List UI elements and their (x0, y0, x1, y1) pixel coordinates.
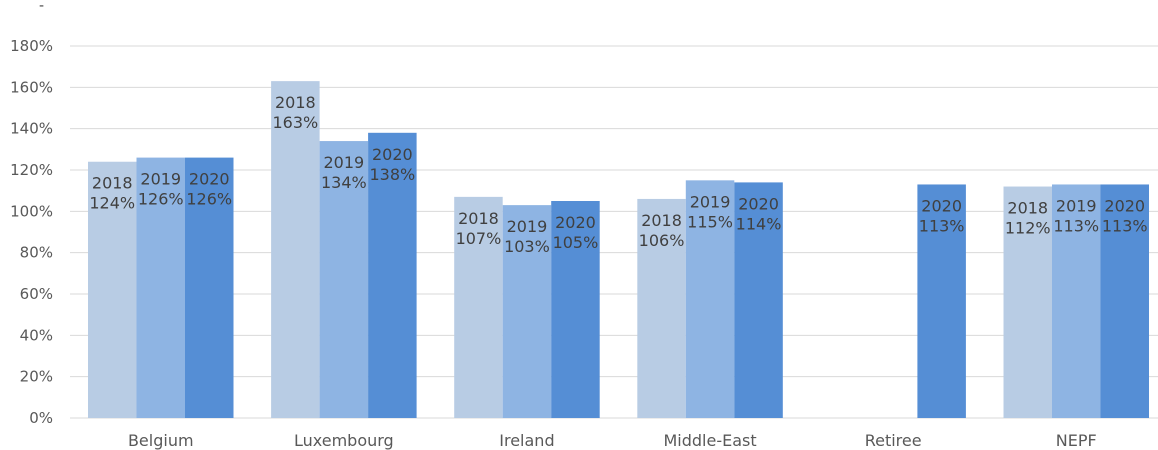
bar-2018 (271, 81, 320, 418)
y-axis-tick-labels: 0% 20% 40% 60% 80% 100% 120% 140% 160% 180% (10, 37, 53, 427)
data-label-value: 126% (186, 190, 232, 209)
bar-2018 (1003, 186, 1052, 418)
data-label-series: 2019 (690, 192, 731, 211)
data-label-value: 113% (1053, 216, 1099, 235)
data-label-series: 2020 (921, 196, 962, 215)
y-tick-label: 180% (10, 37, 53, 55)
y-tick-label: 0% (29, 409, 53, 427)
x-category-label: Luxembourg (294, 431, 394, 450)
y-tick-label: 160% (10, 78, 53, 96)
bar-2018 (637, 198, 686, 418)
bar-2019 (136, 157, 185, 418)
data-label-value: 114% (736, 214, 782, 233)
bar-2020 (551, 201, 600, 418)
data-label-value: 106% (639, 231, 685, 250)
bar-2020 (368, 132, 417, 419)
bar-2018 (88, 161, 137, 418)
data-label-series: 2018 (92, 174, 133, 193)
bar-2019 (1052, 184, 1101, 418)
data-label-series: 2018 (641, 211, 682, 230)
y-tick-label: 60% (20, 285, 53, 303)
x-category-label: Retiree (865, 431, 922, 450)
y-tick-label: 120% (10, 161, 53, 179)
bar-2018 (454, 196, 503, 418)
data-label-value: 112% (1005, 219, 1051, 238)
data-label-series: 2020 (189, 170, 230, 189)
bar-2020 (1100, 184, 1149, 418)
y-tick-label: 140% (10, 120, 53, 138)
data-label-value: 103% (504, 237, 550, 256)
x-category-label: Ireland (499, 431, 554, 450)
data-label-value: 115% (687, 212, 733, 231)
y-tick-label: 100% (10, 202, 53, 220)
bar-2019 (502, 205, 552, 418)
y-tick-label: 80% (20, 244, 53, 262)
bar-2019 (319, 141, 369, 419)
data-label-series: 2018 (458, 209, 499, 228)
data-labels: 2018124%2019126%2020126%2018163%2019134%… (89, 93, 1147, 256)
data-label-series: 2020 (738, 194, 779, 213)
data-label-series: 2020 (1104, 196, 1145, 215)
data-label-value: 113% (1102, 216, 1148, 235)
data-label-series: 2020 (555, 213, 596, 232)
y-tick-label: 20% (20, 368, 53, 386)
data-label-series: 2018 (1007, 199, 1048, 218)
data-label-value: 126% (138, 190, 184, 209)
data-label-value: 134% (321, 173, 367, 192)
data-label-value: 138% (369, 165, 415, 184)
bar-2020 (185, 157, 234, 418)
gridlines (70, 45, 1158, 419)
x-category-label: Belgium (128, 431, 194, 450)
y-tick-label: 40% (20, 326, 53, 344)
data-label-value: 124% (89, 194, 135, 213)
data-label-series: 2020 (372, 145, 413, 164)
x-category-label: NEPF (1056, 431, 1097, 450)
data-label-value: 107% (456, 229, 502, 248)
bar-2020 (917, 184, 966, 418)
x-axis-category-labels: Belgium Luxembourg Ireland Middle-East Retir… (128, 431, 1097, 450)
data-label-series: 2019 (1056, 196, 1097, 215)
data-label-value: 105% (553, 233, 599, 252)
data-label-series: 2019 (323, 153, 364, 172)
data-label-series: 2019 (140, 170, 181, 189)
data-label-series: 2019 (507, 217, 548, 236)
data-label-value: 163% (272, 113, 318, 132)
bar-2019 (685, 180, 735, 418)
bar-2020 (734, 182, 783, 418)
data-label-series: 2018 (275, 93, 316, 112)
data-label-value: 113% (919, 216, 965, 235)
corner-dash-mark: - (39, 0, 45, 14)
bars (88, 81, 1149, 419)
x-category-label: Middle-East (663, 431, 756, 450)
